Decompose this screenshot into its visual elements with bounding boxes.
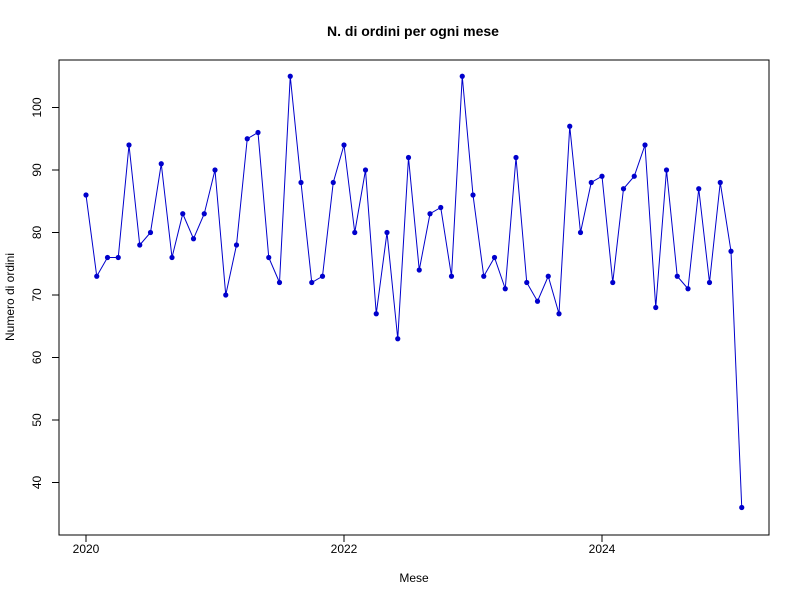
data-point: [147, 229, 154, 236]
data-point: [685, 286, 691, 292]
y-tick-label: 70: [30, 288, 44, 302]
data-point: [212, 167, 218, 173]
data-point: [470, 192, 476, 198]
data-point: [341, 142, 347, 148]
data-point: [663, 167, 670, 173]
data-point: [481, 273, 487, 279]
data-point: [513, 154, 519, 161]
data-point: [416, 267, 422, 273]
data-point: [610, 279, 616, 286]
data-point: [438, 204, 444, 211]
data-point: [534, 298, 541, 304]
data-point: [491, 254, 498, 261]
data-point: [577, 229, 584, 236]
data-point: [739, 504, 745, 511]
data-point: [201, 211, 207, 217]
data-point: [330, 179, 336, 186]
data-point: [653, 304, 659, 311]
data-point: [427, 211, 433, 217]
data-point: [642, 142, 648, 148]
data-point: [696, 186, 702, 192]
data-point: [115, 254, 121, 261]
y-tick-label: 40: [30, 476, 44, 490]
chart-title: N. di ordini per ogni mese: [327, 23, 499, 39]
data-point: [599, 173, 605, 179]
data-series: [83, 73, 745, 511]
data-point: [717, 179, 723, 186]
data-point: [255, 129, 261, 136]
data-point: [395, 336, 401, 342]
y-axis-label: Numero di ordini: [3, 253, 17, 341]
data-point: [362, 167, 369, 173]
data-point: [94, 273, 100, 279]
data-point: [448, 273, 455, 279]
data-point: [287, 73, 293, 79]
data-point: [556, 311, 562, 317]
data-point: [244, 136, 250, 142]
plot-frame: [58, 59, 770, 536]
y-tick-label: 50: [30, 413, 44, 427]
data-point: [545, 273, 551, 279]
data-point: [126, 142, 132, 148]
data-point: [373, 311, 379, 317]
series-line: [85, 76, 743, 508]
data-point: [309, 279, 315, 286]
data-point: [158, 161, 164, 167]
data-point: [298, 179, 304, 186]
data-point: [223, 292, 229, 298]
x-tick-label: 2024: [589, 542, 616, 556]
data-point: [104, 254, 111, 261]
data-point: [266, 254, 272, 261]
data-point: [588, 179, 594, 186]
data-point: [83, 192, 89, 198]
data-point: [728, 248, 734, 254]
x-tick-label: 2022: [331, 542, 358, 556]
data-point: [631, 173, 637, 179]
data-point: [137, 242, 143, 248]
data-point: [674, 273, 680, 279]
data-point: [459, 73, 465, 79]
data-point: [169, 254, 175, 261]
data-point: [276, 279, 283, 286]
y-tick-label: 80: [30, 226, 44, 240]
data-point: [319, 273, 326, 279]
data-point: [524, 279, 530, 286]
data-point: [384, 229, 390, 236]
data-point: [352, 229, 358, 236]
data-point: [405, 154, 412, 161]
x-tick-label: 2020: [73, 542, 100, 556]
y-tick-label: 100: [30, 97, 44, 117]
x-axis: 2020 2022 2024: [73, 535, 616, 556]
y-tick-label: 60: [30, 351, 44, 365]
y-tick-label: 90: [30, 163, 44, 177]
y-axis: 40 50 60 70 80 90 100: [30, 97, 59, 489]
x-axis-label: Mese: [399, 571, 429, 585]
data-point: [502, 286, 508, 292]
data-point: [620, 186, 627, 192]
data-point: [706, 279, 713, 286]
data-point: [180, 211, 186, 217]
data-point: [233, 242, 240, 248]
data-point: [567, 123, 573, 129]
data-point: [190, 236, 197, 242]
